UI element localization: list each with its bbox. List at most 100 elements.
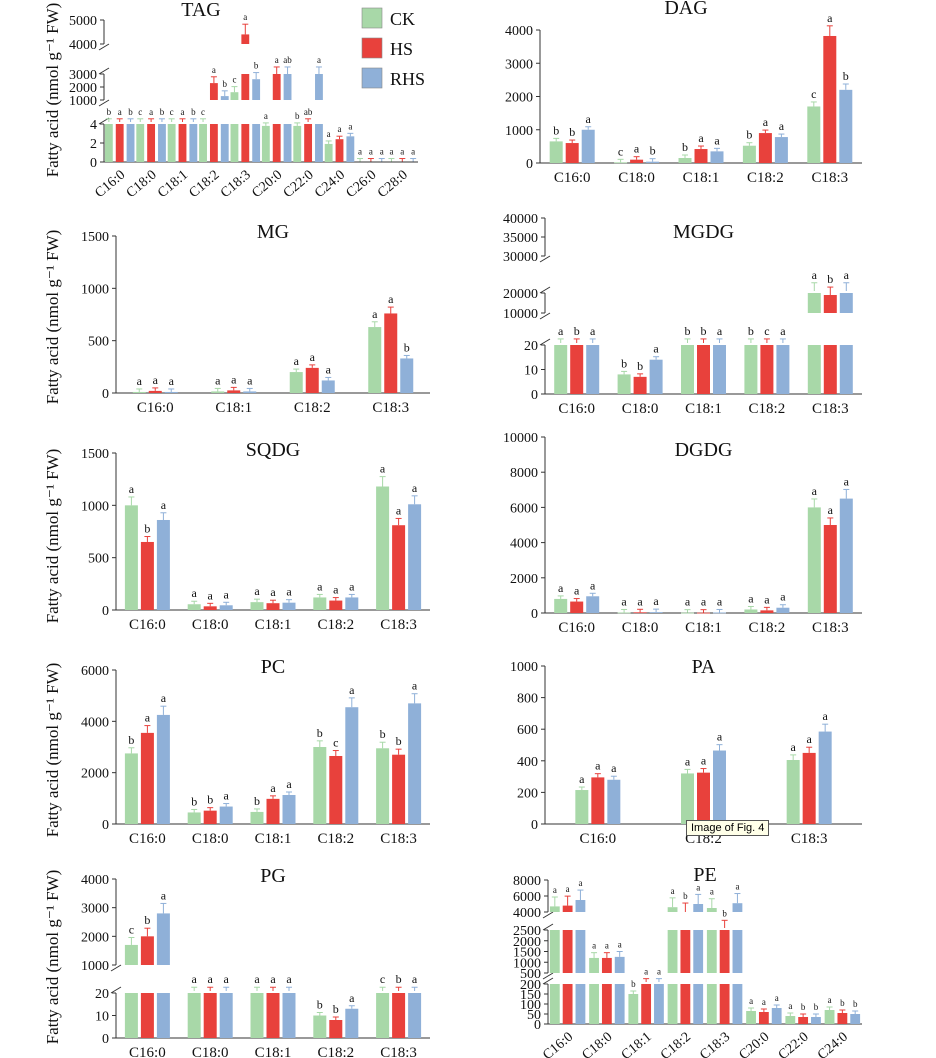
x-tick-label: C18:0	[580, 1030, 616, 1058]
x-tick-label: C24:0	[312, 168, 348, 201]
significance-letter: b	[107, 107, 112, 117]
significance-letter: b	[682, 140, 688, 154]
significance-letter: c	[201, 107, 205, 117]
bar-hs	[760, 610, 774, 613]
significance-letter: a	[169, 374, 175, 388]
axis-break-mark	[98, 67, 110, 75]
significance-letter: a	[286, 585, 292, 599]
bar-hs	[305, 367, 319, 393]
bar-ck	[807, 106, 821, 163]
significance-letter: a	[657, 967, 661, 977]
y-tick-label: 30000	[503, 250, 538, 265]
bar-ck	[549, 984, 560, 1024]
bar-ck	[807, 507, 821, 613]
bar-rhs	[282, 794, 296, 824]
y-tick-label: 500	[520, 967, 541, 982]
significance-letter: a	[412, 972, 418, 986]
x-tick-label: C18:1	[619, 1030, 655, 1058]
bar-hs	[304, 124, 313, 162]
x-tick-label: C18:1	[215, 400, 252, 416]
significance-letter: a	[349, 991, 355, 1005]
y-tick-label: 20	[524, 339, 538, 354]
significance-letter: a	[595, 759, 601, 773]
bar-hs	[209, 124, 218, 162]
significance-letter: a	[717, 730, 723, 744]
bar-ck	[313, 597, 327, 610]
bar-hs	[562, 930, 573, 973]
y-tick-label: 0	[531, 818, 538, 833]
x-tick-label: C18:2	[749, 620, 786, 636]
y-tick-label: 10000	[503, 307, 538, 322]
significance-letter: b	[191, 794, 197, 808]
bar-rhs	[649, 612, 663, 613]
bar-rhs	[839, 293, 853, 313]
significance-letter: a	[618, 940, 622, 950]
y-tick-label: 3000	[505, 57, 533, 72]
x-tick-label: C18:2	[749, 401, 786, 417]
axis-break-mark	[539, 338, 551, 346]
x-tick-label: C26:0	[344, 168, 380, 201]
chart-title: MG	[257, 221, 289, 243]
y-tick-label: 150	[520, 988, 541, 1003]
bar-rhs	[575, 984, 586, 1024]
y-tick-label: 2500	[513, 924, 541, 939]
significance-letter: b	[746, 128, 752, 142]
bar-hs	[335, 139, 344, 162]
bar-hs	[823, 525, 837, 613]
axis-break-mark	[539, 312, 551, 320]
significance-letter: a	[349, 579, 355, 593]
bar-ck	[376, 486, 390, 610]
bar-hs	[392, 525, 406, 610]
significance-letter: b	[207, 793, 213, 807]
significance-letter: a	[578, 878, 582, 888]
y-tick-label: 5000	[69, 14, 97, 29]
bar-hs	[630, 159, 644, 163]
significance-letter: b	[333, 1002, 339, 1016]
bar-ck	[199, 124, 207, 162]
x-tick-label: C18:1	[685, 401, 722, 417]
bar-ck	[124, 505, 138, 610]
significance-letter: b	[683, 891, 688, 901]
bar-ck	[785, 1016, 796, 1024]
significance-letter: a	[807, 732, 813, 746]
bar-ck	[824, 1010, 835, 1024]
significance-letter: b	[840, 998, 845, 1008]
bar-hs	[266, 993, 280, 1038]
bar-hs	[203, 606, 217, 610]
bar-ck	[261, 125, 270, 162]
significance-letter: a	[653, 342, 659, 356]
y-tick-label: 1000	[510, 660, 538, 675]
significance-letter: a	[215, 373, 221, 387]
x-tick-label: C18:3	[697, 1030, 733, 1058]
y-tick-label: 8000	[510, 466, 538, 481]
bar-rhs	[408, 703, 422, 824]
bar-ck	[614, 162, 628, 164]
y-tick-label: 1000	[81, 959, 109, 974]
bar-ck	[187, 604, 201, 610]
x-tick-label: C18:3	[812, 620, 849, 636]
significance-letter: c	[380, 972, 385, 986]
bar-ck	[124, 944, 138, 965]
x-tick-label: C18:3	[380, 1045, 417, 1058]
significance-letter: a	[823, 709, 829, 723]
bar-ck	[744, 609, 758, 613]
significance-letter: a	[828, 995, 832, 1005]
significance-letter: c	[138, 107, 142, 117]
x-tick-label: C16:0	[129, 831, 166, 847]
bar-ck	[706, 908, 717, 912]
significance-letter: a	[161, 498, 167, 512]
bar-hs	[115, 124, 124, 162]
bar-rhs	[614, 956, 625, 973]
significance-letter: ab	[304, 107, 313, 117]
y-tick-label: 1000	[69, 94, 97, 109]
significance-letter: a	[696, 882, 700, 892]
significance-letter: a	[153, 373, 159, 387]
y-tick-label: 50	[527, 1008, 541, 1023]
x-tick-label: C16:0	[540, 1030, 576, 1058]
significance-letter: a	[161, 691, 167, 705]
bar-ck	[104, 124, 113, 162]
significance-letter: b	[814, 1002, 819, 1012]
significance-letter: a	[590, 578, 596, 592]
